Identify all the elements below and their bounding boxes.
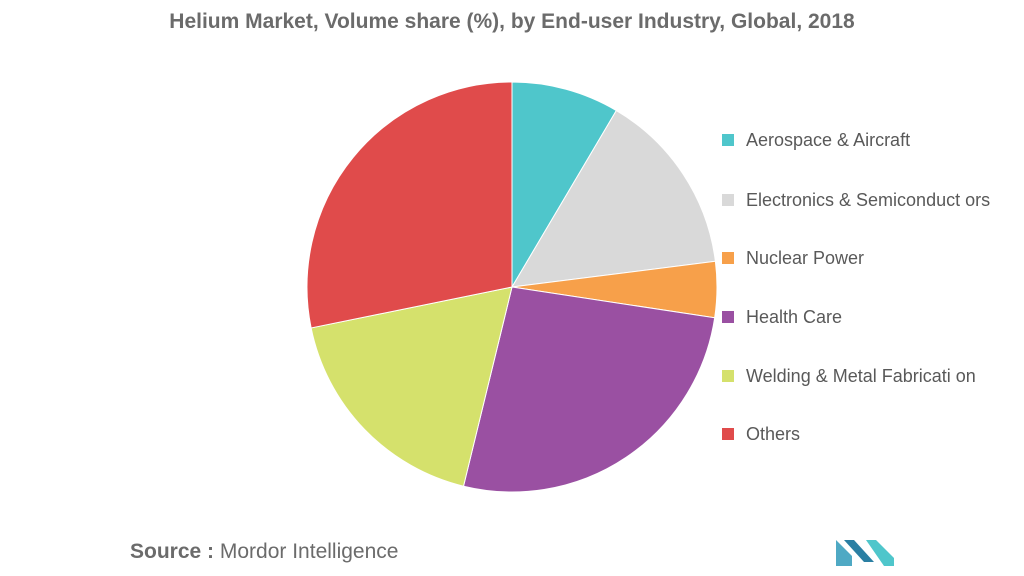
legend-swatch [722, 194, 734, 206]
chart-title: Helium Market, Volume share (%), by End-… [169, 10, 855, 33]
pie-slice-aerospace [511, 81, 618, 289]
source-label: Source : [130, 540, 215, 563]
pie-slice-health-care [462, 286, 716, 493]
logo-left-shape [836, 540, 852, 566]
legend-label: Health Care [746, 307, 843, 327]
legend-label: Nuclear Power [746, 248, 865, 268]
logo-mid-shape [844, 540, 874, 562]
pie-slice-others [306, 81, 513, 329]
legend-label: Others [746, 424, 801, 444]
source-note: Source : Mordor Intelligence [130, 540, 398, 564]
legend-label: Aerospace & Aircraft [746, 130, 911, 150]
legend-swatch [722, 370, 734, 382]
legend-label: Electronics & Semiconduct ors [746, 190, 991, 210]
legend-label: Welding & Metal Fabricati on [746, 366, 976, 386]
source-text: Mordor Intelligence [219, 540, 399, 563]
pie-slice-electronics [511, 109, 716, 288]
legend-swatch [722, 428, 734, 440]
legend-swatch [722, 252, 734, 264]
logo-right-shape [866, 540, 894, 566]
mordor-intelligence-logo [836, 540, 894, 566]
legend-swatch [722, 311, 734, 323]
pie-slice-welding [310, 286, 513, 487]
legend-swatch [722, 134, 734, 146]
